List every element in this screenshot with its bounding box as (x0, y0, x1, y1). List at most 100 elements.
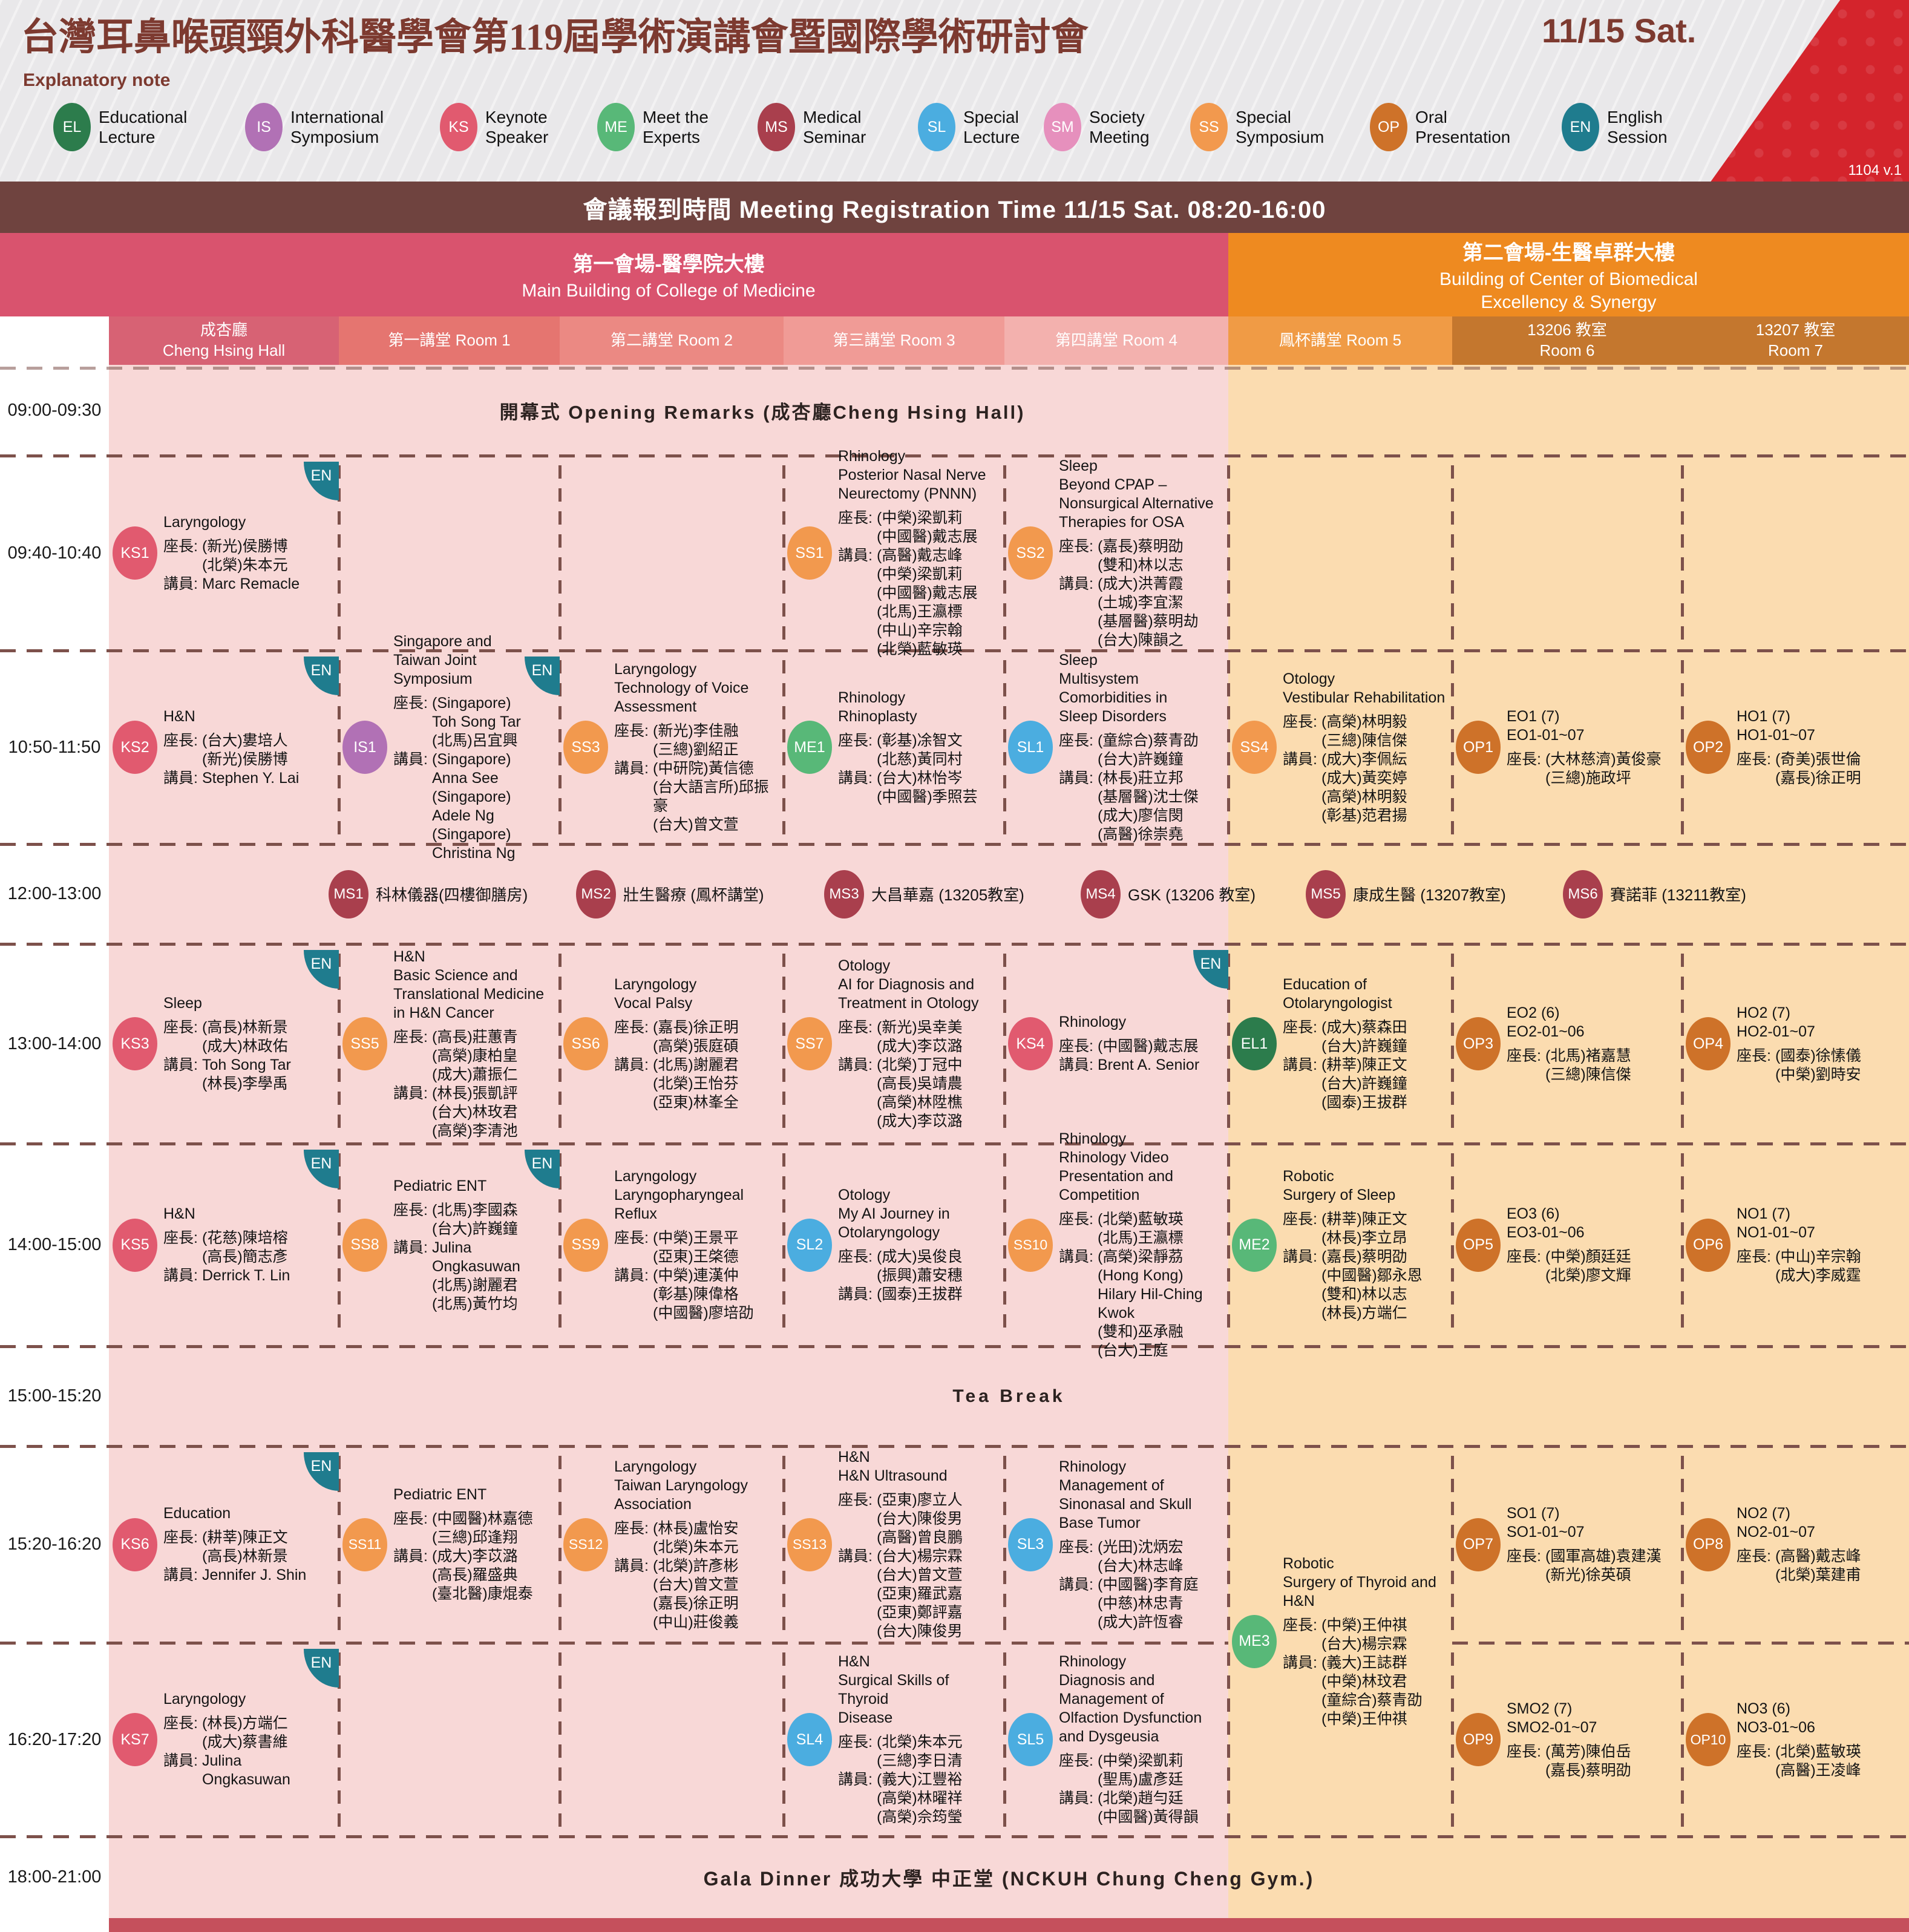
session-title: Sleep Beyond CPAP – Nonsurgical Alternativ… (1059, 457, 1225, 532)
chairs-name: (成大)林政佑 (202, 1038, 288, 1055)
speakers-label: 講員: (1283, 1654, 1317, 1671)
session-title-line: SMO2-01~07 (1507, 1718, 1597, 1736)
session-title-line: Management of (1059, 1691, 1164, 1708)
english-session-badge: EN (1193, 950, 1228, 989)
session-ME3: ME3 Robotic Surgery of Thyroid and H&N 座長: (中… (1232, 1452, 1449, 1830)
session-title-line: Disease (838, 1709, 893, 1726)
chairs-name: (台大)許巍鐘 (1098, 750, 1184, 768)
chairs-names: (北馬)李國森 (台大)許巍鐘 (432, 1201, 556, 1239)
speakers-names: Jennifer J. Shin (202, 1566, 335, 1585)
speakers-names: (高醫)戴志峰 (中榮)梁凱莉 (中國醫)戴志展 (北馬)王瀛標 (中山)辛宗翰 (北榮)… (877, 546, 1001, 659)
chairs-name: (成大)李苡潞 (877, 1038, 963, 1055)
session-title-line: Otolaryngology (838, 1224, 940, 1241)
chairs: 座長: (林長)盧怡安 (北榮)朱本元 (614, 1519, 780, 1557)
speakers: 講員: Julina Ongkasuwan (北馬)謝麗君 (北馬)黃竹均 (393, 1239, 556, 1314)
chairs-name: (振興)蕭安穗 (877, 1267, 963, 1284)
session-title-line: Otolaryngologist (1283, 995, 1392, 1012)
chairs: 座長: (童綜合)蔡青劭 (台大)許巍鐘 (1059, 732, 1225, 769)
room-name-en: Room 6 (1539, 341, 1595, 359)
chairs-names: (林長)方端仁 (成大)蔡書維 (202, 1714, 335, 1752)
speakers-names: (中國醫)李育庭 (中慈)林忠青 (成大)許恆睿 (1098, 1576, 1225, 1632)
session-content: Education 座長: (耕莘)陳正文 (高長)林新景 講員: Jennifer J.… (163, 1504, 335, 1585)
speakers-names: Julina Ongkasuwan (北馬)謝麗君 (北馬)黃竹均 (432, 1239, 556, 1314)
badge-SS9: SS9 (563, 1218, 608, 1272)
session-content: Singapore and Taiwan Joint Symposium 座長: (Si… (393, 632, 556, 863)
row-divider (0, 454, 1909, 457)
speakers-name: (Singapore) (432, 788, 511, 805)
chairs: 座長: (耕莘)陳正文 (高長)林新景 (163, 1528, 335, 1566)
session-content: H&N H&N Ultrasound 座長: (亞東)廖立人 (台大)陳俊男 (高醫)曾良… (838, 1448, 1001, 1641)
session-content: Rhinology Rhinoplasty 座長: (彰基)凃智文 (北慈)黃同村 講員:… (838, 689, 1001, 807)
chairs-name: (三總)施政坪 (1545, 769, 1631, 787)
session-title: EO3 (6) EO3-01~06 (1507, 1205, 1678, 1242)
speakers-name: (高榮)佘筠瑩 (877, 1809, 963, 1826)
session-OP7: OP7 SO1 (7) SO1-01~07 座長: (國軍高雄)袁建漢 (新光)徐英碩 (1456, 1452, 1678, 1637)
column-divider (1003, 1652, 1006, 1827)
session-KS6: KS6 Education 座長: (耕莘)陳正文 (高長)林新景 講員: Jennifer… (113, 1452, 339, 1637)
session-title-line: NO2-01~07 (1737, 1524, 1815, 1541)
badge-MS3: MS3 (824, 869, 864, 919)
speakers-name: Hilary Hil-Ching Kwok (1098, 1286, 1203, 1321)
session-title-line: Singapore and (393, 632, 492, 650)
speakers-name: (中國醫)戴志展 (877, 585, 978, 601)
speakers-name: (高長)羅盛典 (432, 1567, 518, 1583)
english-session-badge: EN (304, 1649, 339, 1688)
page-header: 台灣耳鼻喉頭頸外科醫學會第119屆學術演講會暨國際學術研討會 11/15 Sat… (0, 0, 1909, 182)
session-title-line: H&N (838, 1653, 870, 1670)
session-title: NO3 (6) NO3-01~06 (1737, 1700, 1905, 1737)
chairs-name: (雙和)林以志 (1098, 556, 1184, 574)
speakers-name: Ongkasuwan (202, 1771, 290, 1788)
chairs-name: (奇美)張世倫 (1775, 750, 1861, 768)
session-title-line: Pediatric ENT (393, 1486, 487, 1503)
chairs-names: (Singapore) Toh Song Tar (北馬)呂宜興 (432, 694, 556, 750)
speakers-name: (中山)辛宗翰 (877, 622, 963, 639)
session-title-line: Sinonasal and Skull (1059, 1495, 1192, 1513)
chairs-names: (大林慈濟)黃俊豪 (三總)施政坪 (1545, 750, 1678, 788)
column-divider (338, 1456, 341, 1633)
session-title: H&N Surgical Skills of Thyroid Disease (838, 1652, 1001, 1727)
session-content: Laryngology 座長: (林長)方端仁 (成大)蔡書維 講員: Julina Ong… (163, 1690, 335, 1789)
session-title-line: Rhinoplasty (838, 707, 917, 725)
speakers-name: (義大)王誌群 (1321, 1654, 1407, 1671)
column-divider (558, 465, 562, 641)
room-name: 第一講堂 Room 1 (388, 331, 511, 350)
speakers-names: (國泰)王拔群 (877, 1285, 1001, 1304)
session-OP1: OP1 EO1 (7) EO1-01~07 座長: (大林慈濟)黃俊豪 (三總)施政坪 (1456, 657, 1678, 838)
session-title-line: EO3 (6) (1507, 1205, 1560, 1222)
column-divider (1451, 954, 1454, 1134)
speakers-name: (台大)楊宗霖 (877, 1548, 963, 1565)
chairs-name: (台大)陳俊男 (877, 1510, 963, 1527)
session-title: Otology My AI Journey in Otolaryngology (838, 1186, 1001, 1242)
badge-KS5: KS5 (113, 1218, 157, 1272)
column-divider (1227, 1456, 1230, 1633)
session-content: Sleep 座長: (高長)林新景 (成大)林政佑 講員: Toh Song Tar (林長… (163, 994, 335, 1093)
chairs-names: (中榮)梁凱莉 (聖馬)盧彥廷 (1098, 1752, 1225, 1789)
session-title-line: Robotic (1283, 1168, 1334, 1185)
legend-item-OP: OP Oral Presentation (1370, 103, 1510, 151)
speakers: 講員: (Singapore) Anna See (Singapore) Adele N… (393, 750, 556, 863)
speakers-name: (北榮)藍敏瑛 (877, 641, 963, 658)
session-title-line: NO3 (6) (1737, 1700, 1790, 1717)
chairs-label: 座長: (1507, 1248, 1541, 1265)
column-divider (1681, 1652, 1684, 1827)
chairs-name: (中榮)梁凱莉 (1098, 1752, 1184, 1769)
chairs-name: (高榮)康柏皇 (432, 1047, 518, 1064)
legend-badge-ME: ME (597, 103, 635, 151)
chairs-name: (嘉長)徐正明 (1775, 769, 1861, 787)
chairs-names: (嘉長)徐正明 (高榮)張庭碩 (653, 1018, 780, 1056)
chairs-name: (國軍高雄)袁建漢 (1545, 1548, 1662, 1565)
speakers-name: (高長)吳靖農 (877, 1075, 963, 1092)
speakers-name: (高榮)梁靜茘 (1098, 1248, 1184, 1265)
row-divider (0, 1345, 1909, 1348)
speakers: 講員: Brent A. Senior (1059, 1056, 1225, 1075)
chairs-name: (中榮)王仲祺 (1321, 1616, 1407, 1634)
time-label: 18:00-21:00 (7, 1867, 102, 1887)
speakers-name: (土城)李宜潔 (1098, 594, 1184, 611)
chairs-name: (耕莘)陳正文 (202, 1529, 288, 1546)
session-title-line: Rhinology (838, 448, 906, 465)
speakers-label: 講員: (393, 1239, 428, 1256)
speakers-name: (林長)莊立邦 (1098, 769, 1184, 787)
room-name-en: Room 7 (1767, 341, 1824, 359)
speakers-name: (林長)張凱評 (432, 1084, 518, 1102)
session-KS3: KS3 Sleep 座長: (高長)林新景 (成大)林政佑 講員: Toh Song Tar… (113, 950, 339, 1138)
